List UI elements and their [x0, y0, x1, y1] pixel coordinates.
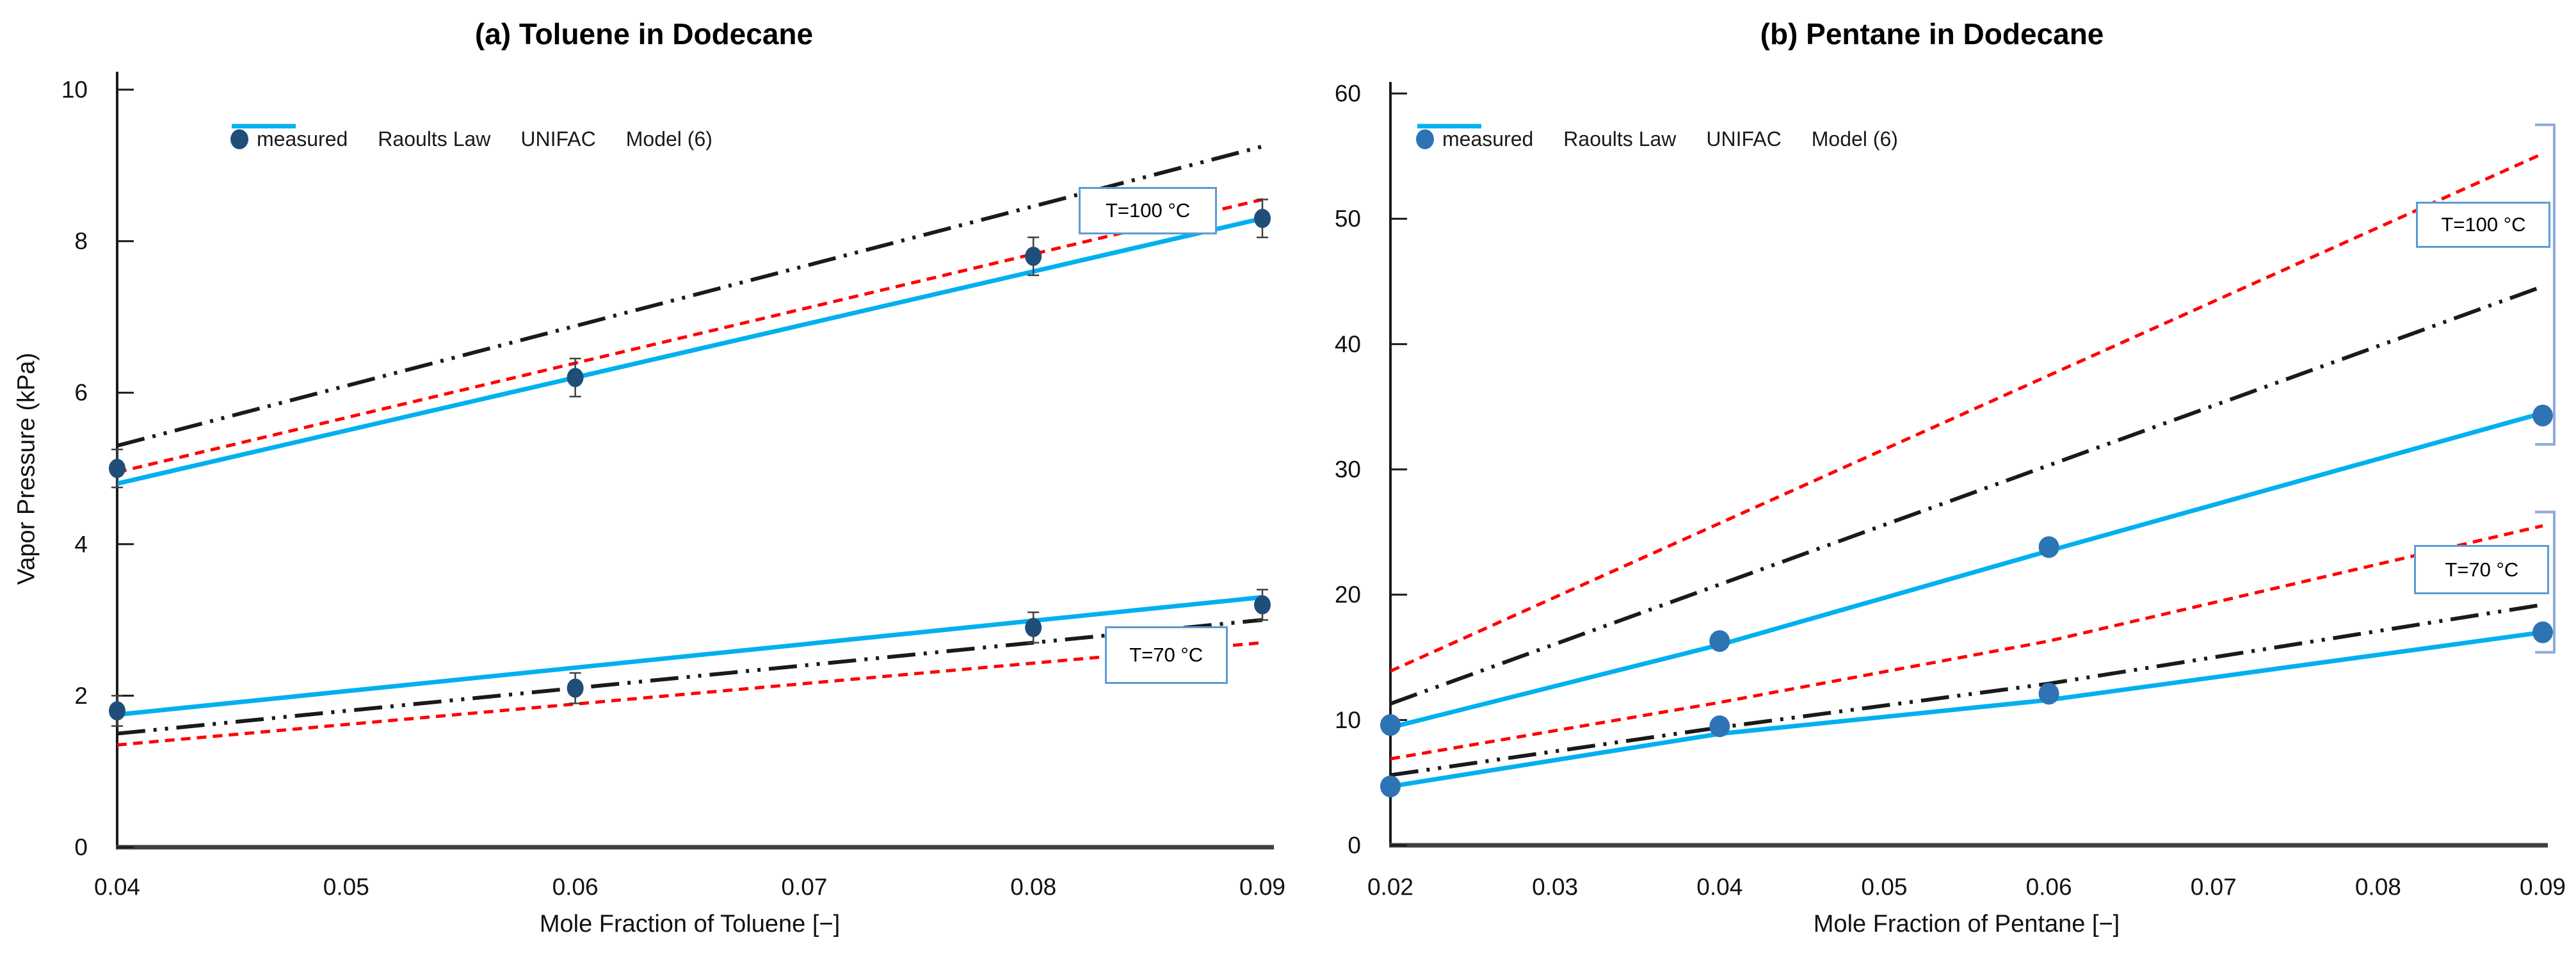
y-tick-label: 8 — [74, 228, 88, 254]
y-tick-label: 60 — [1335, 81, 1361, 107]
legend-label: Model (6) — [625, 127, 712, 150]
plot-canvas-toluene: 0 2 4 6 8 10 0.04 0.05 0.06 0.07 0.08 0.09 — [61, 72, 1285, 900]
x-tick-label: 0.09 — [1239, 874, 1285, 900]
series-line-dashdotdot — [1389, 284, 2544, 706]
series-line-dashdotdot — [117, 618, 1263, 736]
annotation-t100: T=100 °C — [1079, 187, 1218, 235]
annotation-t70: T=70 °C — [2414, 545, 2550, 595]
y-tick-label: 20 — [1335, 581, 1361, 608]
data-point — [1254, 209, 1271, 229]
legend-label: measured — [1442, 127, 1534, 150]
solid-line-glyph — [1417, 124, 1481, 129]
legend-label: UNIFAC — [1706, 127, 1782, 150]
panel-pentane: 0 10 20 30 40 50 60 0.02 0.03 0.04 0.05 0.06 0.07 0.0… — [1288, 0, 2576, 958]
data-point — [109, 459, 125, 478]
x-tick-label: 0.05 — [1861, 874, 1907, 900]
legend-toluene: measured Raoults Law UNIFAC Model (6) — [230, 122, 712, 156]
legend-item-model6: Model (6) — [1417, 124, 1898, 151]
x-tick-label: 0.06 — [552, 874, 599, 900]
data-point — [567, 368, 584, 387]
annotation-t70: T=70 °C — [1104, 626, 1228, 684]
group-bracket — [2535, 510, 2556, 654]
y-tick-label: 4 — [74, 531, 88, 557]
x-tick-label: 0.07 — [2191, 874, 2237, 900]
y-tick-label: 6 — [74, 380, 88, 406]
panel-title-pentane: (b) Pentane in Dodecane — [1760, 17, 2104, 51]
panel-title-toluene: (a) Toluene in Dodecane — [474, 17, 814, 51]
data-point — [1025, 247, 1042, 266]
legend-label: UNIFAC — [520, 127, 596, 150]
plot-canvas-pentane: 0 10 20 30 40 50 60 0.02 0.03 0.04 0.05 0.06 0.07 0.0… — [1335, 81, 2566, 900]
data-point — [2038, 683, 2059, 705]
series-line-solid — [1390, 629, 2543, 789]
solid-line-glyph — [232, 124, 296, 129]
y-tick-label: 10 — [1335, 707, 1361, 733]
data-point — [1380, 714, 1401, 736]
measured-dot-icon — [1416, 129, 1434, 149]
x-tick-label: 0.07 — [781, 874, 827, 900]
x-axis-title-toluene: Mole Fraction of Toluene [−] — [539, 911, 841, 938]
x-tick-label: 0.05 — [323, 874, 369, 900]
data-point — [567, 678, 584, 698]
legend-label: Raoults Law — [1563, 127, 1677, 150]
x-tick-label: 0.04 — [94, 874, 140, 900]
x-tick-label: 0.04 — [1696, 874, 1743, 900]
y-tick-label: 10 — [61, 77, 88, 103]
legend-label: Raoults Law — [378, 127, 491, 150]
series-line-solid — [117, 595, 1263, 717]
y-axis-title: Vapor Pressure (kPa) — [13, 352, 40, 585]
data-point — [109, 701, 125, 721]
data-point — [2532, 621, 2553, 644]
series-line-solid — [117, 216, 1263, 486]
data-point — [2532, 404, 2553, 426]
legend-pentane: measured Raoults Law UNIFAC Model (6) — [1416, 122, 1898, 156]
x-axis-title-pentane: Mole Fraction of Pentane [−] — [1813, 911, 2120, 938]
series-line-dashdotdot — [1390, 603, 2543, 777]
y-tick-label: 0 — [1348, 832, 1361, 859]
panel-toluene: 0 2 4 6 8 10 0.04 0.05 0.06 0.07 0.08 0.09 (a) Tolu… — [13, 17, 1286, 938]
data-point — [1380, 775, 1401, 798]
x-tick-label: 0.06 — [2026, 874, 2072, 900]
data-point — [1254, 595, 1271, 615]
y-tick-label: 40 — [1335, 331, 1361, 357]
x-tick-label: 0.09 — [2520, 874, 2566, 900]
y-tick-label: 50 — [1335, 206, 1361, 232]
series-line-dashed — [117, 198, 1263, 474]
group-bracket — [2535, 123, 2556, 446]
y-tick-label: 2 — [74, 683, 88, 709]
data-point — [1709, 630, 1730, 653]
legend-item-measured: measured — [230, 127, 348, 151]
x-tick-label: 0.03 — [1532, 874, 1578, 900]
series-line-dashdotdot — [117, 144, 1263, 448]
legend-item-raoults-law: Raoults Law — [232, 124, 491, 151]
measured-dot-icon — [230, 129, 248, 149]
series-line-solid — [1390, 410, 2543, 730]
annotation-t100: T=100 °C — [2416, 202, 2551, 248]
legend-item-measured: measured — [1416, 127, 1533, 151]
legend-item-model6: Model (6) — [232, 124, 712, 151]
y-tick-label: 30 — [1335, 457, 1361, 483]
x-tick-label: 0.02 — [1367, 874, 1413, 900]
legend-label: measured — [257, 127, 348, 150]
data-point — [2038, 536, 2059, 558]
data-point — [1025, 617, 1042, 637]
series-line-dashed — [1389, 152, 2544, 673]
series-line-dashed — [1390, 524, 2543, 761]
y-tick-label: 0 — [74, 834, 88, 861]
data-point — [1709, 715, 1730, 738]
x-tick-label: 0.08 — [2355, 874, 2401, 900]
x-tick-label: 0.08 — [1010, 874, 1056, 900]
legend-label: Model (6) — [1811, 127, 1898, 150]
